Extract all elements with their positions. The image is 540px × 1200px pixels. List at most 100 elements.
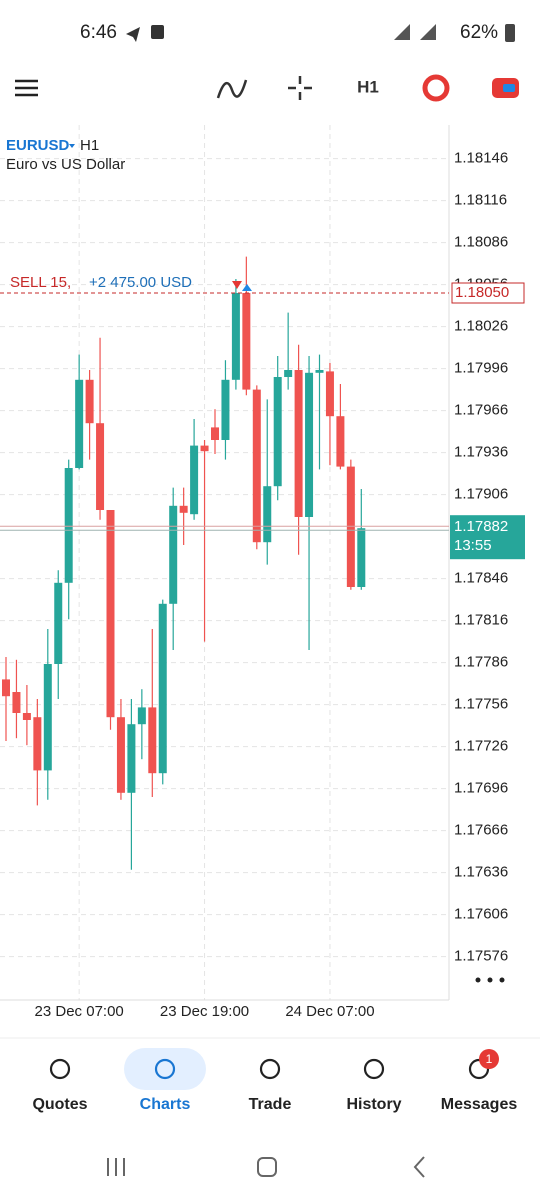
telegram-icon — [126, 27, 140, 42]
candle-body — [169, 505, 178, 604]
candle-body — [200, 445, 209, 452]
candle-body — [137, 707, 146, 725]
candle-body — [263, 486, 272, 543]
nav-label[interactable]: History — [346, 1096, 401, 1113]
nav-label[interactable]: Quotes — [32, 1096, 87, 1113]
nav-label[interactable]: Messages — [441, 1096, 518, 1113]
candle-body — [43, 664, 52, 771]
candle-body — [294, 370, 303, 517]
y-tick-label: 1.17576 — [454, 948, 508, 965]
y-tick-label: 1.17606 — [454, 906, 508, 923]
candle-body — [116, 717, 125, 793]
candle-body — [22, 713, 31, 720]
candle-body — [273, 377, 282, 487]
y-tick-label: 1.17726 — [454, 738, 508, 755]
order-price: 1.18050 — [455, 284, 509, 301]
badge — [479, 1049, 499, 1069]
candle-body — [325, 371, 334, 417]
y-tick-label: 1.17846 — [454, 570, 508, 587]
y-tick-label: 1.17696 — [454, 780, 508, 797]
objects-button[interactable] — [422, 74, 450, 102]
candle-body — [242, 293, 251, 390]
y-tick-label: 1.17966 — [454, 402, 508, 419]
nav-active-pill — [124, 1048, 206, 1090]
candle-body — [231, 293, 240, 380]
candle-body — [64, 468, 73, 583]
symbol-dropdown — [69, 144, 75, 148]
sell-arrow — [232, 281, 242, 289]
indicators-button[interactable] — [216, 79, 248, 99]
candle-body — [158, 603, 167, 774]
chart-timeframe: H1 — [80, 137, 99, 154]
candle-body — [127, 724, 136, 793]
nav-label[interactable]: Trade — [249, 1096, 292, 1113]
candle-body — [33, 717, 42, 771]
candle-body — [305, 372, 314, 517]
candle-body — [252, 389, 261, 543]
crosshair-button[interactable] — [288, 76, 312, 100]
candle-body — [315, 370, 324, 373]
candle-body — [336, 416, 345, 467]
y-tick-label: 1.18086 — [454, 234, 508, 251]
candle-body — [2, 679, 10, 697]
y-tick-label: 1.17816 — [454, 612, 508, 629]
y-tick-label: 1.17756 — [454, 696, 508, 713]
recents-button[interactable] — [107, 1158, 125, 1176]
buy-arrow — [242, 284, 252, 291]
candle-body — [148, 707, 157, 774]
y-tick-label: 1.17906 — [454, 486, 508, 503]
nav-label[interactable]: Charts — [140, 1096, 191, 1113]
nav-icon — [259, 1058, 281, 1080]
candle-body — [221, 379, 230, 440]
candle-body — [96, 423, 105, 510]
bar-countdown: 13:55 — [454, 537, 492, 554]
y-tick-label: 1.17636 — [454, 864, 508, 881]
y-tick-label: 1.17666 — [454, 822, 508, 839]
timeframe-button[interactable]: H1 — [357, 77, 379, 96]
candle-body — [85, 379, 94, 424]
y-tick-label: 1.18116 — [454, 192, 507, 209]
x-tick-label: 24 Dec 07:00 — [285, 1003, 374, 1020]
x-tick-label: 23 Dec 19:00 — [160, 1003, 249, 1020]
candle-body — [12, 692, 21, 713]
check-icon — [151, 25, 164, 39]
battery-level: 62% — [460, 22, 498, 43]
bid-price-box — [450, 515, 525, 560]
x-tick-label: 23 Dec 07:00 — [35, 1003, 124, 1020]
nav-icon — [363, 1058, 385, 1080]
candle-body — [106, 510, 115, 718]
candle-body — [284, 370, 293, 377]
nav-icon — [468, 1058, 490, 1080]
y-tick-label: 1.17936 — [454, 444, 508, 461]
y-tick-label: 1.18026 — [454, 318, 508, 335]
candle-body — [346, 466, 355, 587]
badge-count: 1 — [486, 1052, 493, 1066]
nav-icon — [154, 1058, 176, 1080]
battery-icon — [505, 24, 515, 42]
signal-icon — [394, 24, 436, 40]
home-button[interactable] — [257, 1157, 277, 1177]
bid-price: 1.17882 — [454, 518, 508, 535]
nav-icon — [49, 1058, 71, 1080]
more-dot — [499, 977, 505, 983]
status-time: 6:46 — [80, 22, 117, 43]
order-price-box — [451, 282, 525, 304]
candle-body — [75, 379, 84, 468]
candle-body — [190, 445, 199, 515]
trade-button-icon — [503, 84, 515, 92]
position-side: SELL 15, — [10, 274, 71, 291]
menu-button[interactable] — [15, 79, 38, 97]
more-dot — [487, 977, 493, 983]
y-tick-label: 1.17786 — [454, 654, 508, 671]
y-tick-label: 1.17996 — [454, 360, 508, 377]
candle-body — [179, 505, 188, 513]
symbol[interactable]: EURUSD — [6, 137, 70, 154]
y-tick-label: 1.18146 — [454, 150, 508, 167]
back-button[interactable] — [413, 1156, 425, 1178]
candle-body — [54, 582, 63, 664]
candle-body — [211, 427, 219, 440]
position-profit: +2 475.00 USD — [89, 274, 192, 291]
more-dot[interactable] — [475, 977, 481, 983]
